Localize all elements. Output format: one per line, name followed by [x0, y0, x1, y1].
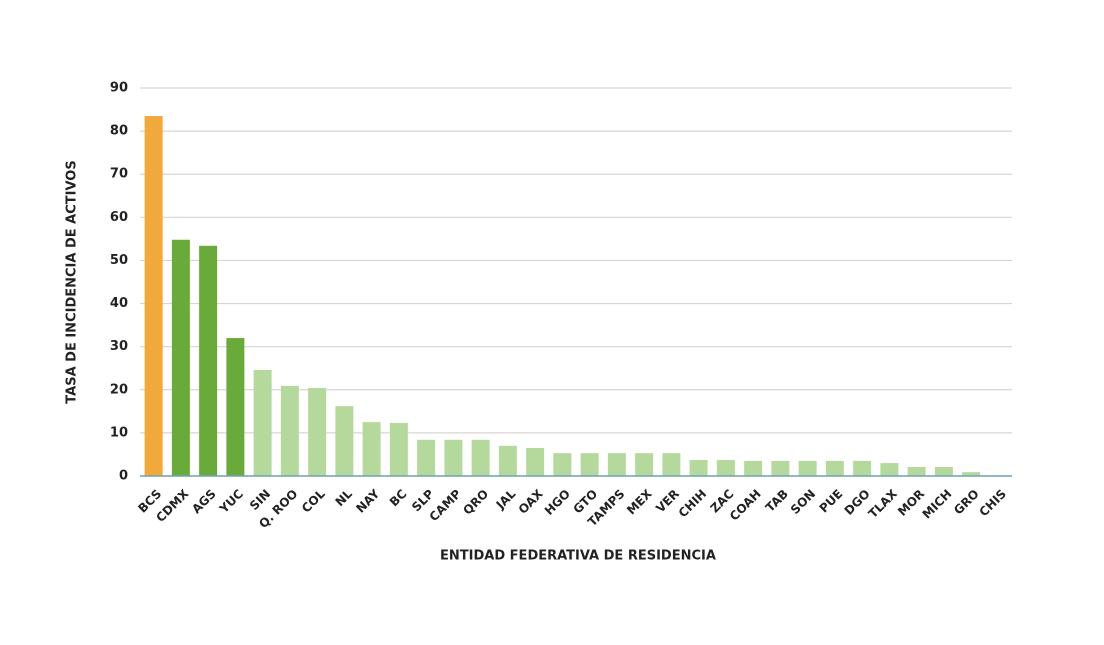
- bar: [580, 453, 599, 476]
- bar: [880, 463, 899, 476]
- bar: [934, 466, 953, 476]
- bar: [526, 447, 545, 476]
- y-tick-label: 10: [110, 425, 128, 440]
- bar: [308, 388, 327, 476]
- bar: [553, 453, 572, 476]
- bar: [335, 406, 354, 476]
- bar: [144, 116, 163, 477]
- x-tick-label: OAX: [516, 486, 547, 517]
- y-tick-label: 60: [110, 210, 128, 225]
- x-tick-label: SON: [788, 487, 818, 517]
- x-axis-title: ENTIDAD FEDERATIVA DE RESIDENCIA: [440, 549, 716, 564]
- y-tick-label: 50: [110, 253, 128, 268]
- x-tick-label: CHIS: [976, 487, 1009, 520]
- x-tick-label: HGO: [542, 487, 573, 518]
- bar: [362, 422, 381, 476]
- x-tick-label: AGS: [189, 487, 219, 517]
- bar: [689, 460, 708, 476]
- x-tick-label: QRO: [460, 487, 491, 518]
- bar: [798, 460, 817, 476]
- y-tick-label: 0: [119, 469, 128, 484]
- y-tick-label: 90: [110, 81, 128, 96]
- x-tick-label: COL: [299, 486, 328, 515]
- bar: [744, 460, 763, 476]
- bar: [253, 369, 272, 476]
- bar: [662, 453, 681, 476]
- bar: [853, 460, 872, 476]
- x-tick-label: COAH: [727, 487, 764, 524]
- x-tick-label: MICH: [920, 487, 955, 522]
- bar: [199, 245, 218, 476]
- x-tick-label: GRO: [951, 487, 982, 518]
- y-tick-label: 80: [110, 124, 128, 139]
- y-tick-label: 30: [110, 339, 128, 354]
- x-tick-label: BC: [387, 487, 410, 510]
- x-tick-label: YUC: [216, 487, 246, 517]
- bar: [444, 439, 463, 476]
- y-tick-label: 20: [110, 382, 128, 397]
- bar: [471, 439, 490, 476]
- bar: [226, 338, 245, 476]
- y-axis-title: TASA DE INCIDENCIA DE ACTIVOS: [65, 160, 80, 403]
- y-tick-label: 70: [110, 167, 128, 182]
- bar: [171, 239, 190, 476]
- bar: [635, 453, 654, 476]
- bar: [825, 460, 844, 476]
- x-tick-label: PUE: [817, 487, 846, 516]
- bar: [771, 460, 790, 476]
- x-tick-label: NAY: [353, 486, 382, 515]
- x-tick-label: CHIH: [676, 487, 709, 520]
- bar: [389, 422, 408, 476]
- bar: [498, 445, 517, 476]
- bar: [907, 466, 926, 476]
- bar: [280, 385, 299, 476]
- x-tick-label: TAB: [763, 487, 791, 515]
- x-tick-label: NL: [333, 486, 356, 509]
- bar: [607, 453, 626, 476]
- bar: [417, 439, 436, 476]
- x-tick-label: TLAX: [866, 486, 901, 521]
- x-tick-label: JAL: [493, 486, 519, 512]
- y-tick-label: 40: [110, 296, 128, 311]
- bar: [716, 460, 735, 476]
- bar: [962, 472, 981, 476]
- x-tick-label: MEX: [624, 486, 655, 517]
